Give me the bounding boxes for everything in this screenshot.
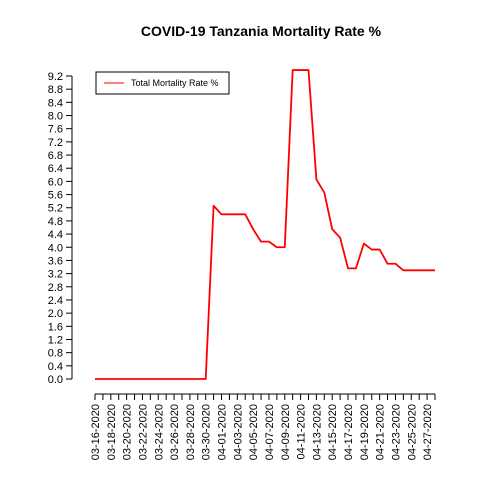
- x-tick-label: 03-20-2020: [122, 404, 134, 460]
- y-tick-label: 1.6: [48, 321, 63, 333]
- x-tick-label: 04-25-2020: [406, 404, 418, 460]
- y-tick-label: 8.0: [48, 111, 63, 123]
- x-tick-label: 03-18-2020: [106, 404, 118, 460]
- y-tick-label: 2.0: [48, 308, 63, 320]
- plot-area: [95, 69, 435, 380]
- y-axis: 0.00.40.81.21.62.02.42.83.23.64.04.44.85…: [48, 71, 73, 386]
- x-tick-label: 04-19-2020: [359, 404, 371, 460]
- x-tick-label: 04-09-2020: [280, 404, 292, 460]
- legend-entry: Total Mortality Rate %: [131, 78, 219, 88]
- y-tick-label: 4.4: [48, 229, 63, 241]
- y-tick-label: 4.8: [48, 216, 63, 228]
- x-tick-label: 04-07-2020: [264, 404, 276, 460]
- x-tick-label: 04-15-2020: [327, 404, 339, 460]
- y-tick-label: 6.0: [48, 176, 63, 188]
- x-tick-label: 03-28-2020: [185, 404, 197, 460]
- y-tick-label: 0.4: [48, 361, 63, 373]
- x-tick-label: 04-21-2020: [375, 404, 387, 460]
- legend-box: [95, 71, 230, 95]
- series-line-total-mortality-rate: [95, 69, 435, 380]
- y-tick-label: 1.2: [48, 334, 63, 346]
- x-tick-label: 03-30-2020: [201, 404, 213, 460]
- x-tick-label: 03-26-2020: [169, 404, 181, 460]
- y-tick-label: 5.2: [48, 203, 63, 215]
- y-tick-label: 4.0: [48, 242, 63, 254]
- y-tick-label: 5.6: [48, 190, 63, 202]
- chart-title: COVID-19 Tanzania Mortality Rate %: [141, 23, 382, 39]
- y-tick-label: 9.2: [48, 71, 63, 83]
- y-tick-label: 2.4: [48, 295, 63, 307]
- x-tick-label: 04-13-2020: [311, 404, 323, 460]
- x-tick-label: 04-03-2020: [232, 404, 244, 460]
- y-tick-label: 3.2: [48, 269, 63, 281]
- x-tick-label: 04-17-2020: [343, 404, 355, 460]
- y-tick-label: 0.8: [48, 348, 63, 360]
- x-tick-label: 04-27-2020: [422, 404, 434, 460]
- x-tick-label: 04-01-2020: [217, 404, 229, 460]
- x-tick-label: 04-23-2020: [390, 404, 402, 460]
- y-tick-label: 8.8: [48, 84, 63, 96]
- legend: Total Mortality Rate %: [95, 71, 230, 95]
- y-tick-label: 0.0: [48, 374, 63, 386]
- x-axis: 03-16-2020 03-18-2020 03-20-2020 03-22-2020…: [90, 393, 436, 460]
- x-tick-label: 04-11-2020: [296, 404, 308, 459]
- y-tick-label: 8.4: [48, 97, 63, 109]
- x-tick-label: 03-16-2020: [90, 404, 102, 460]
- y-tick-label: 6.8: [48, 150, 63, 162]
- x-tick-label: 03-24-2020: [153, 404, 165, 460]
- y-tick-label: 6.4: [48, 163, 63, 175]
- y-tick-label: 3.6: [48, 255, 63, 267]
- y-tick-label: 7.6: [48, 124, 63, 136]
- x-tick-label: 04-05-2020: [248, 404, 260, 460]
- x-tick-label: 03-22-2020: [137, 404, 149, 460]
- y-tick-label: 7.2: [48, 137, 63, 149]
- y-tick-label: 2.8: [48, 282, 63, 294]
